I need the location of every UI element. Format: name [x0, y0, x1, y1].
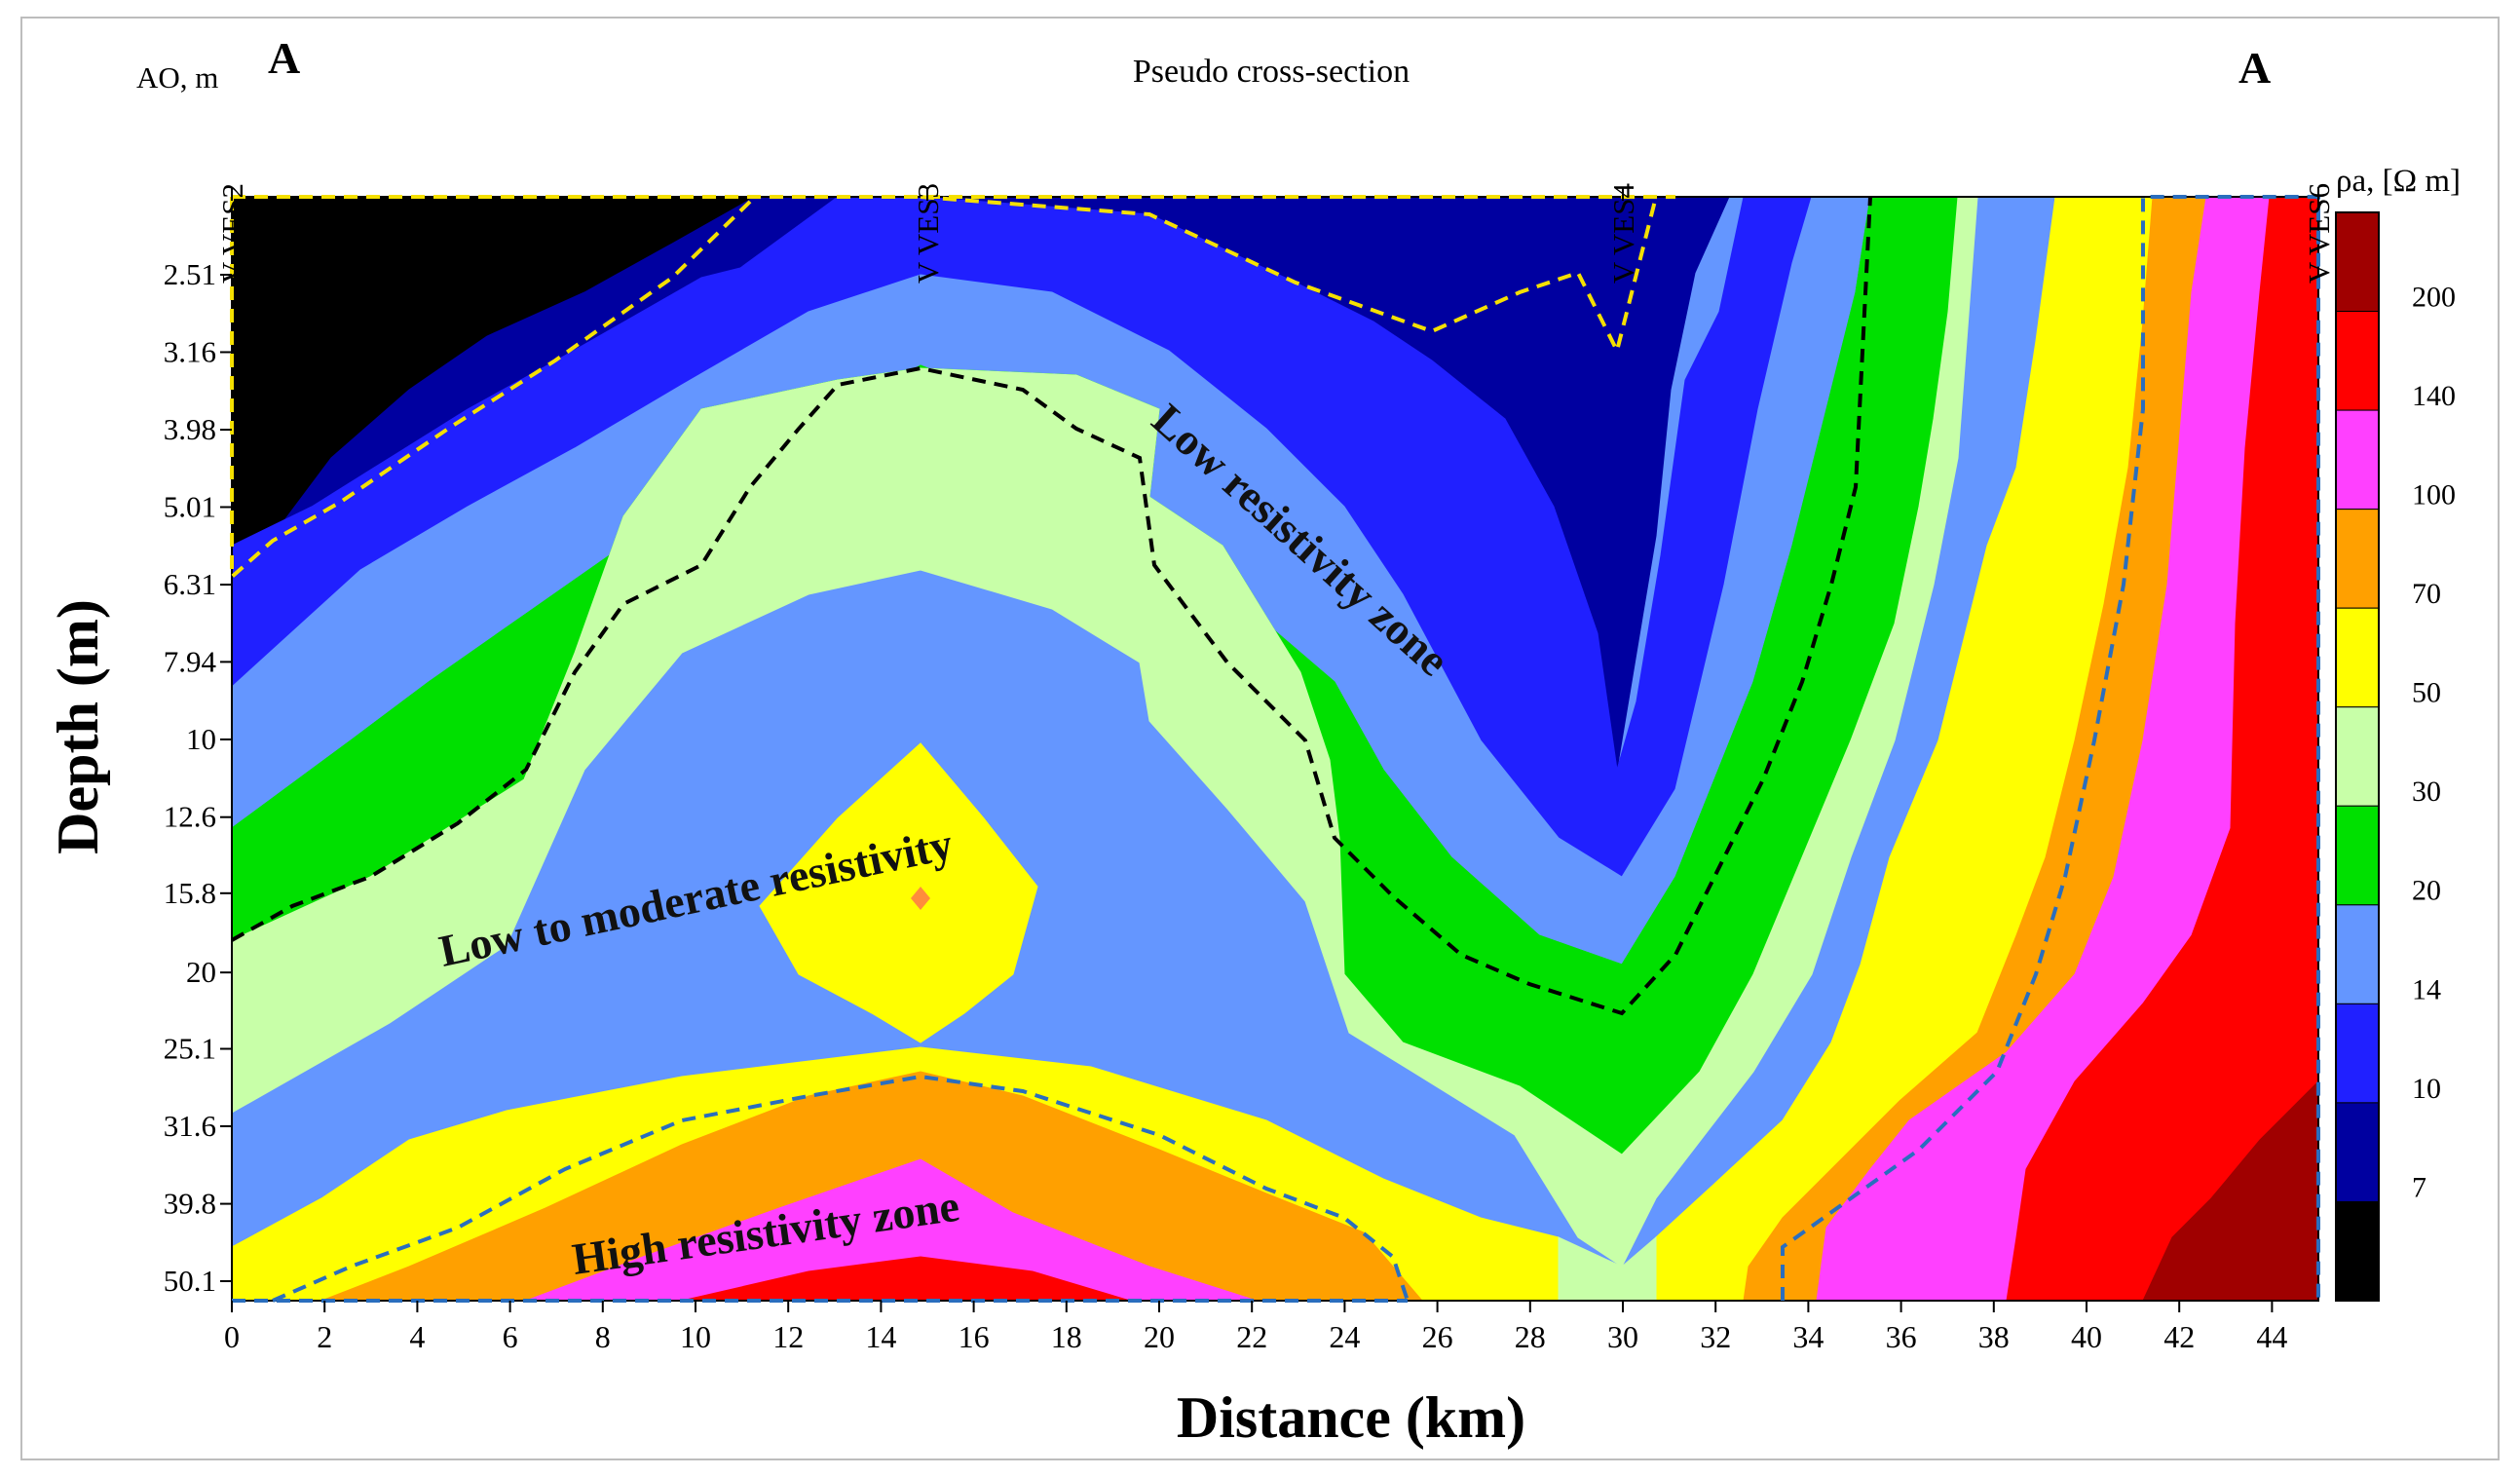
x-tick-label: 2 [317, 1319, 332, 1354]
y-axis-label: Depth (m) [46, 599, 110, 854]
x-tick-label: 16 [959, 1319, 990, 1354]
y-tick-label: 3.98 [164, 412, 216, 446]
band-red-bottom [681, 1256, 1131, 1301]
x-tick-label: 0 [224, 1319, 240, 1354]
data-point-marker [911, 887, 930, 910]
y-tick-label: 25.1 [164, 1032, 216, 1066]
x-tick-label: 34 [1792, 1319, 1824, 1354]
figure-border [20, 17, 2500, 1460]
x-tick-label: 44 [2256, 1319, 2287, 1354]
section-label-right: A [2238, 43, 2271, 93]
colorbar-swatch [2335, 904, 2380, 1004]
y-tick-label: 50.1 [164, 1264, 216, 1298]
y-tick-label: 5.01 [164, 489, 216, 523]
zone-outlines [230, 195, 2320, 1303]
x-tick-label: 6 [503, 1319, 518, 1354]
y-tick-label: 7.94 [164, 644, 217, 678]
x-tick-label: 28 [1515, 1319, 1546, 1354]
y-tick-label: 31.6 [164, 1109, 216, 1143]
outline-low-zone-yellow-2 [920, 195, 1658, 357]
x-tick-label: 36 [1886, 1319, 1917, 1354]
colorbar-swatch [2335, 311, 2380, 411]
y-axis-header: AO, m [136, 60, 218, 95]
colorbar-label: 70 [2412, 578, 2441, 610]
x-tick-label: 24 [1329, 1319, 1360, 1354]
x-tick-label: 40 [2071, 1319, 2102, 1354]
x-tick-label: 14 [865, 1319, 896, 1354]
chart-title: Pseudo cross-section [1133, 54, 1410, 90]
colorbar-label: 14 [2412, 973, 2441, 1005]
band-red-right [2006, 197, 2318, 1301]
station-label: V VES4 [1606, 183, 1640, 284]
x-tick-label: 32 [1700, 1319, 1731, 1354]
x-tick-label: 38 [1978, 1319, 2010, 1354]
band-magenta-bottom [525, 1158, 1258, 1301]
colorbar-label: 7 [2412, 1171, 2426, 1203]
colorbar-swatch [2335, 509, 2380, 609]
y-tick-label: 39.8 [164, 1187, 216, 1221]
colorbar-swatch [2335, 805, 2380, 906]
outline-high-zone-blue-right [1781, 195, 2320, 1301]
y-tick-label: 20 [186, 955, 216, 989]
outline-low-zone-yellow [230, 195, 757, 582]
colorbar-swatch [2335, 1200, 2380, 1302]
band-darkred-right [2142, 1080, 2318, 1301]
colorbar-label: 100 [2412, 479, 2456, 511]
colorbar-label: 20 [2412, 875, 2441, 907]
y-tick-label: 3.16 [164, 334, 216, 368]
x-tick-label: 20 [1144, 1319, 1175, 1354]
colorbar-swatch [2335, 409, 2380, 511]
colorbar-label: 200 [2412, 281, 2456, 313]
y-axis: 2.51 3.16 3.98 5.01 6.31 7.94 10 12.6 15.8 20 25.1… [164, 257, 232, 1298]
colorbar-swatch [2335, 706, 2380, 807]
x-tick-label: 4 [409, 1319, 425, 1354]
y-tick-label: 15.8 [164, 876, 216, 910]
band-yellow-center [759, 742, 1038, 1043]
y-tick-label: 10 [186, 722, 216, 756]
station-label: V VES3 [911, 183, 945, 284]
colorbar-title: ρa, [Ω m] [2336, 164, 2461, 199]
ves-stations: V VES2 V VES3 V VES4 V VES6 [215, 183, 2336, 284]
colorbar-swatch [2335, 1003, 2380, 1104]
y-tick-label: 2.51 [164, 257, 216, 291]
y-tick-label: 6.31 [164, 567, 216, 601]
colorbar-label: 30 [2412, 776, 2441, 808]
resistivity-section [232, 197, 2318, 1301]
x-tick-label: 22 [1236, 1319, 1267, 1354]
colorbar-label: 10 [2412, 1073, 2441, 1105]
colorbar: 200 140 100 70 50 30 20 14 10 7 [2335, 211, 2456, 1302]
x-tick-label: 12 [772, 1319, 804, 1354]
colorbar-label: 140 [2412, 380, 2456, 412]
outline-low-zone-black [231, 196, 1872, 1016]
x-axis-label: Distance (km) [1177, 1385, 1525, 1450]
colorbar-frame [2335, 211, 2380, 1302]
band-lightgreen-notch [1558, 1235, 1657, 1301]
colorbar-label: 50 [2412, 677, 2441, 709]
colorbar-swatch [2335, 211, 2380, 313]
y-tick-label: 12.6 [164, 800, 216, 834]
x-axis: 0 2 4 6 8 10 12 14 16 18 20 22 24 26 28 30 32 34 36 38 40 42 4… [224, 1301, 2287, 1354]
x-tick-label: 10 [680, 1319, 711, 1354]
section-label-left: A [268, 33, 300, 83]
band-lightgreen-inner [232, 197, 1978, 1268]
station-label: V VES6 [2302, 183, 2336, 284]
station-label: V VES2 [215, 183, 249, 284]
x-tick-label: 26 [1422, 1319, 1453, 1354]
colorbar-swatch [2335, 607, 2380, 708]
x-tick-label: 30 [1607, 1319, 1638, 1354]
x-tick-label: 8 [595, 1319, 611, 1354]
x-tick-label: 42 [2163, 1319, 2195, 1354]
x-tick-label: 18 [1051, 1319, 1082, 1354]
colorbar-swatch [2335, 1102, 2380, 1202]
